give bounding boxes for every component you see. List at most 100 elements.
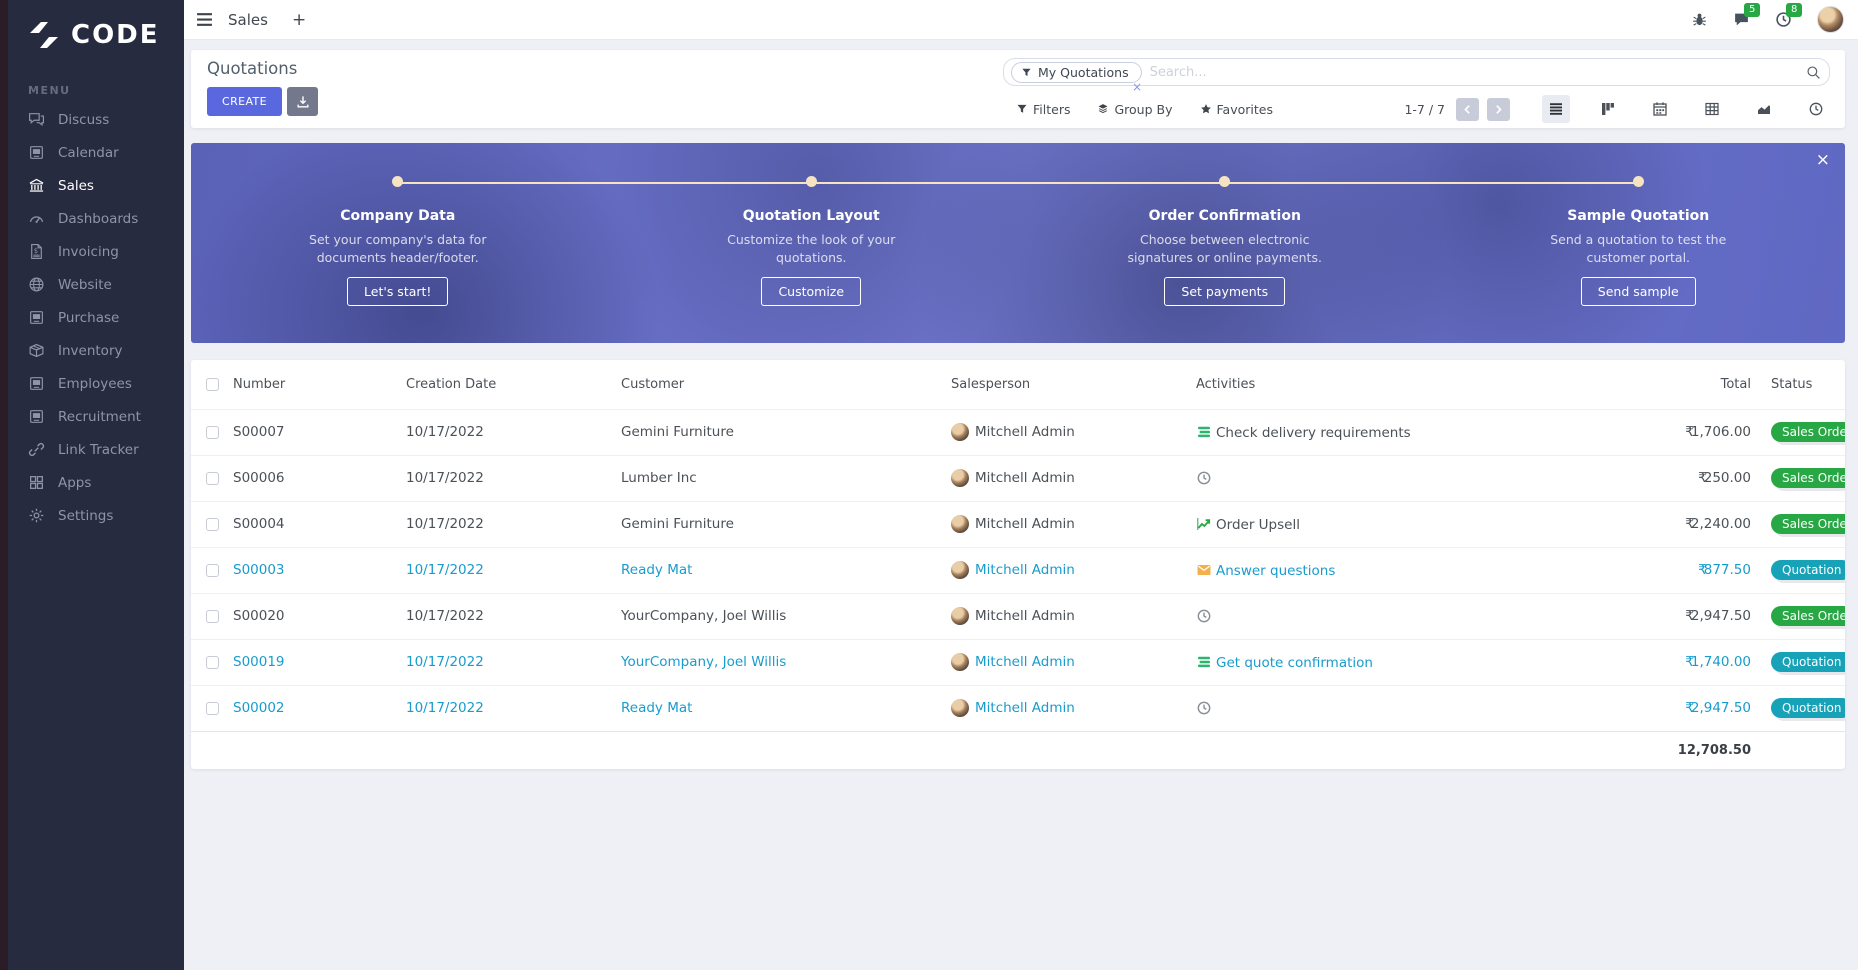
sidebar-item-recruitment[interactable]: Recruitment	[8, 400, 184, 433]
table-row[interactable]: S00006 10/17/2022 Lumber Inc Mitchell Ad…	[191, 455, 1845, 501]
sidebar-item-apps[interactable]: Apps	[8, 466, 184, 499]
quotation-number: S00002	[233, 700, 285, 716]
filters-menu[interactable]: Filters	[1016, 102, 1070, 117]
table-row[interactable]: S00019 10/17/2022 YourCompany, Joel Will…	[191, 639, 1845, 685]
activity-clock-icon[interactable]	[1196, 608, 1212, 624]
activity-tasks-icon[interactable]	[1196, 424, 1212, 440]
activity-label[interactable]: Answer questions	[1216, 563, 1335, 579]
graph-view-icon[interactable]	[1750, 95, 1778, 123]
remove-facet-icon[interactable]: ×	[1132, 81, 1142, 93]
row-checkbox[interactable]	[206, 702, 219, 715]
salesperson-avatar	[951, 699, 969, 717]
table-row[interactable]: S00007 10/17/2022 Gemini Furniture Mitch…	[191, 409, 1845, 455]
debug-bug-icon[interactable]	[1691, 11, 1709, 29]
sidebar-item-link-tracker[interactable]: Link Tracker	[8, 433, 184, 466]
column-header-activities[interactable]: Activities	[1196, 360, 1631, 409]
activities-clock-icon[interactable]: 8	[1775, 11, 1793, 29]
search-input[interactable]	[1150, 65, 1806, 80]
table-row[interactable]: S00003 10/17/2022 Ready Mat Mitchell Adm…	[191, 547, 1845, 593]
list-view-icon[interactable]	[1542, 95, 1570, 123]
export-download-button[interactable]	[287, 87, 318, 116]
activity-clock-icon[interactable]	[1196, 470, 1212, 486]
table-row[interactable]: S00020 10/17/2022 YourCompany, Joel Will…	[191, 593, 1845, 639]
step-dot-icon	[806, 176, 817, 187]
star-icon	[1200, 103, 1212, 115]
creation-date: 10/17/2022	[406, 562, 484, 578]
sidebar-item-calendar[interactable]: Calendar	[8, 136, 184, 169]
sidebar-item-employees[interactable]: Employees	[8, 367, 184, 400]
search-icon[interactable]	[1806, 65, 1821, 80]
column-header-total[interactable]: Total	[1631, 360, 1759, 409]
column-header-number[interactable]: Number	[226, 360, 406, 409]
step-title: Quotation Layout	[605, 208, 1019, 224]
sidebar-item-settings[interactable]: Settings	[8, 499, 184, 532]
table-row[interactable]: S00002 10/17/2022 Ready Mat Mitchell Adm…	[191, 685, 1845, 731]
salesperson-name: Mitchell Admin	[975, 700, 1075, 716]
activity-view-icon[interactable]	[1802, 95, 1830, 123]
total-amount: 1,740.00	[1691, 654, 1751, 670]
step-description: Send a quotation to test the customer po…	[1521, 231, 1756, 266]
row-checkbox[interactable]	[206, 472, 219, 485]
sidebar-item-website[interactable]: Website	[8, 268, 184, 301]
hamburger-menu-icon[interactable]	[196, 11, 214, 29]
step-title: Order Confirmation	[1018, 208, 1432, 224]
creation-date: 10/17/2022	[406, 424, 484, 440]
column-header-customer[interactable]: Customer	[621, 360, 951, 409]
user-avatar[interactable]	[1817, 6, 1844, 33]
column-header-status[interactable]: Status	[1759, 360, 1845, 409]
messages-icon[interactable]: 5	[1733, 11, 1751, 29]
image-placeholder-icon	[28, 375, 45, 392]
row-checkbox[interactable]	[206, 518, 219, 531]
salesperson-name: Mitchell Admin	[975, 424, 1075, 440]
calendar-view-icon[interactable]	[1646, 95, 1674, 123]
quotations-table: Number Creation Date Customer Salesperso…	[191, 360, 1845, 769]
row-checkbox[interactable]	[206, 426, 219, 439]
group-by-menu[interactable]: Group By	[1097, 102, 1172, 117]
activity-clock-icon[interactable]	[1196, 700, 1212, 716]
row-checkbox[interactable]	[206, 564, 219, 577]
select-all-checkbox[interactable]	[206, 378, 219, 391]
column-header-salesperson[interactable]: Salesperson	[951, 360, 1196, 409]
pager-previous-button[interactable]	[1456, 98, 1479, 121]
customer-name: Lumber Inc	[621, 470, 697, 486]
sidebar-item-inventory[interactable]: Inventory	[8, 334, 184, 367]
brand-logo-icon	[26, 21, 62, 49]
banner-close-icon[interactable]: ×	[1816, 150, 1830, 170]
row-checkbox[interactable]	[206, 656, 219, 669]
page-title: Quotations	[207, 59, 1003, 78]
activity-chart-icon[interactable]	[1196, 516, 1212, 532]
create-button[interactable]: CREATE	[207, 87, 282, 116]
table-row[interactable]: S00004 10/17/2022 Gemini Furniture Mitch…	[191, 501, 1845, 547]
total-amount: 2,947.50	[1691, 608, 1751, 624]
search-bar[interactable]: My Quotations ×	[1003, 58, 1830, 86]
activity-tasks-icon[interactable]	[1196, 654, 1212, 670]
activity-label[interactable]: Get quote confirmation	[1216, 655, 1373, 671]
activity-label[interactable]: Order Upsell	[1216, 517, 1300, 533]
step-action-button[interactable]: Set payments	[1164, 277, 1285, 306]
pivot-view-icon[interactable]	[1698, 95, 1726, 123]
column-header-creation-date[interactable]: Creation Date	[406, 360, 621, 409]
row-checkbox[interactable]	[206, 610, 219, 623]
brand-logo[interactable]: CODE	[8, 0, 184, 50]
sidebar-item-purchase[interactable]: Purchase	[8, 301, 184, 334]
step-action-button[interactable]: Customize	[761, 277, 861, 306]
activity-mail-icon[interactable]	[1196, 562, 1212, 578]
sidebar-item-dashboards[interactable]: Dashboards	[8, 202, 184, 235]
kanban-view-icon[interactable]	[1594, 95, 1622, 123]
add-tab-button[interactable]: +	[292, 10, 306, 30]
onboarding-step: Company Data Set your company's data for…	[191, 143, 605, 343]
grid-icon	[28, 474, 45, 491]
step-action-button[interactable]: Send sample	[1581, 277, 1696, 306]
sidebar-item-discuss[interactable]: Discuss	[8, 103, 184, 136]
discuss-chat-icon	[28, 111, 45, 128]
activity-label[interactable]: Check delivery requirements	[1216, 425, 1411, 441]
pager-next-button[interactable]	[1487, 98, 1510, 121]
sidebar-item-sales[interactable]: Sales	[8, 169, 184, 202]
filters-funnel-icon	[1016, 103, 1028, 115]
sidebar-item-invoicing[interactable]: $ Invoicing	[8, 235, 184, 268]
favorites-menu[interactable]: Favorites	[1200, 102, 1273, 117]
active-app-title[interactable]: Sales	[228, 11, 268, 29]
status-badge: Quotation	[1771, 560, 1845, 580]
step-action-button[interactable]: Let's start!	[347, 277, 448, 306]
search-facet-my-quotations[interactable]: My Quotations	[1011, 62, 1142, 83]
